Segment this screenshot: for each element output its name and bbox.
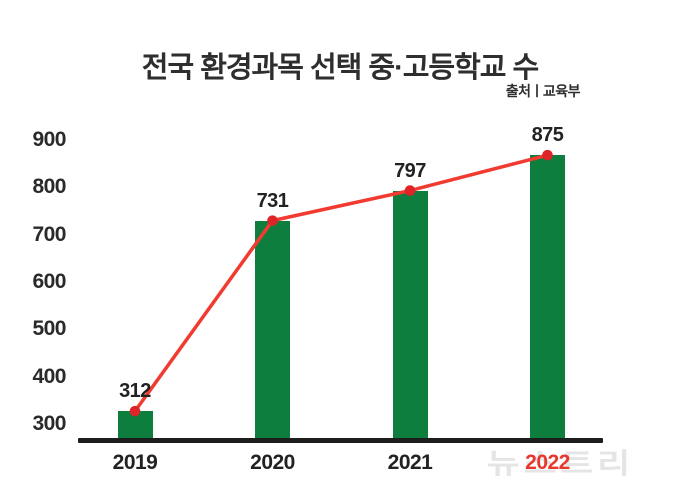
x-tick-label-2021: 2021 [387,451,433,474]
value-label-2022: 875 [531,124,564,147]
y-tick-label-300: 300 [32,411,66,435]
y-tick-label-400: 400 [32,364,66,388]
value-label-2021: 797 [394,159,426,182]
bar-2021 [392,190,428,442]
watermark-newstree: 뉴스트리 [486,448,634,479]
x-axis-line [78,438,603,443]
bar-2020 [255,220,290,442]
value-label-2019: 312 [119,380,151,403]
trend-line [133,153,548,413]
y-tick-label-500: 500 [32,317,66,341]
y-tick-label-800: 800 [32,175,66,199]
bar-2022 [530,155,565,442]
x-tick-label-2019: 2019 [112,451,158,474]
page-title: 전국 환경과목 선택 중·고등학교 수 [141,52,539,84]
y-tick-label-600: 600 [32,269,66,293]
x-tick-label-2020: 2020 [250,451,295,474]
x-tick-label-2022: 2022 [525,451,570,474]
y-tick-label-700: 700 [32,222,66,246]
value-label-2020: 731 [256,189,289,212]
y-tick-label-900: 900 [32,128,66,151]
source-credit: 출처ㅣ교육부 [505,83,581,99]
